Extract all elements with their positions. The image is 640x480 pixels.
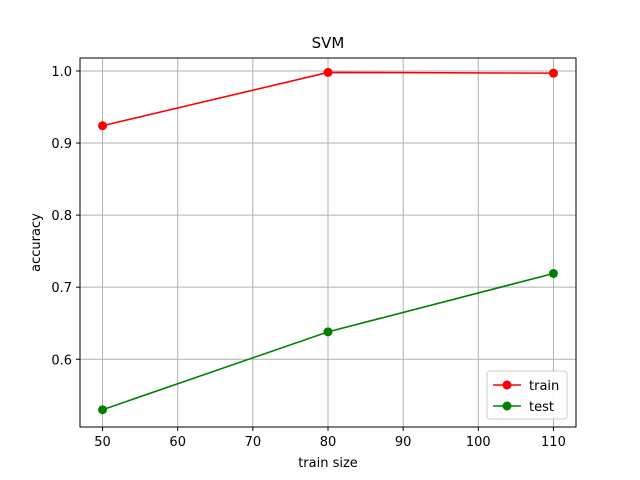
y-tick-label: 0.9 [51, 137, 72, 152]
x-tick-label: 100 [466, 435, 491, 450]
x-tick-label: 60 [169, 435, 186, 450]
data-point-train [98, 121, 108, 131]
y-tick-label: 0.7 [51, 281, 72, 296]
chart-title: SVM [312, 34, 345, 52]
data-point-test [323, 327, 333, 337]
data-point-test [98, 405, 108, 415]
x-tick-label: 110 [541, 435, 566, 450]
grid [80, 58, 576, 427]
series-layer [98, 67, 558, 415]
ticks: 50 60 70 80 90 100 110 0.6 0.7 0.8 0.9 1.0 [51, 65, 566, 450]
x-tick-label: 70 [245, 435, 262, 450]
data-point-test [548, 268, 558, 278]
y-tick-label: 0.6 [51, 353, 72, 368]
legend-label-test: test [529, 400, 554, 415]
y-axis-label: accuracy [29, 213, 44, 272]
y-tick-label: 1.0 [51, 65, 72, 80]
data-point-train [323, 67, 333, 77]
data-point-train [548, 68, 558, 78]
x-axis-label: train size [298, 456, 358, 471]
x-tick-label: 80 [320, 435, 337, 450]
x-tick-label: 90 [395, 435, 412, 450]
legend-marker-test [502, 401, 512, 411]
legend: train test [486, 370, 568, 420]
legend-label-train: train [529, 379, 559, 394]
y-tick-label: 0.8 [51, 209, 72, 224]
legend-marker-train [502, 380, 512, 390]
x-tick-label: 50 [94, 435, 111, 450]
